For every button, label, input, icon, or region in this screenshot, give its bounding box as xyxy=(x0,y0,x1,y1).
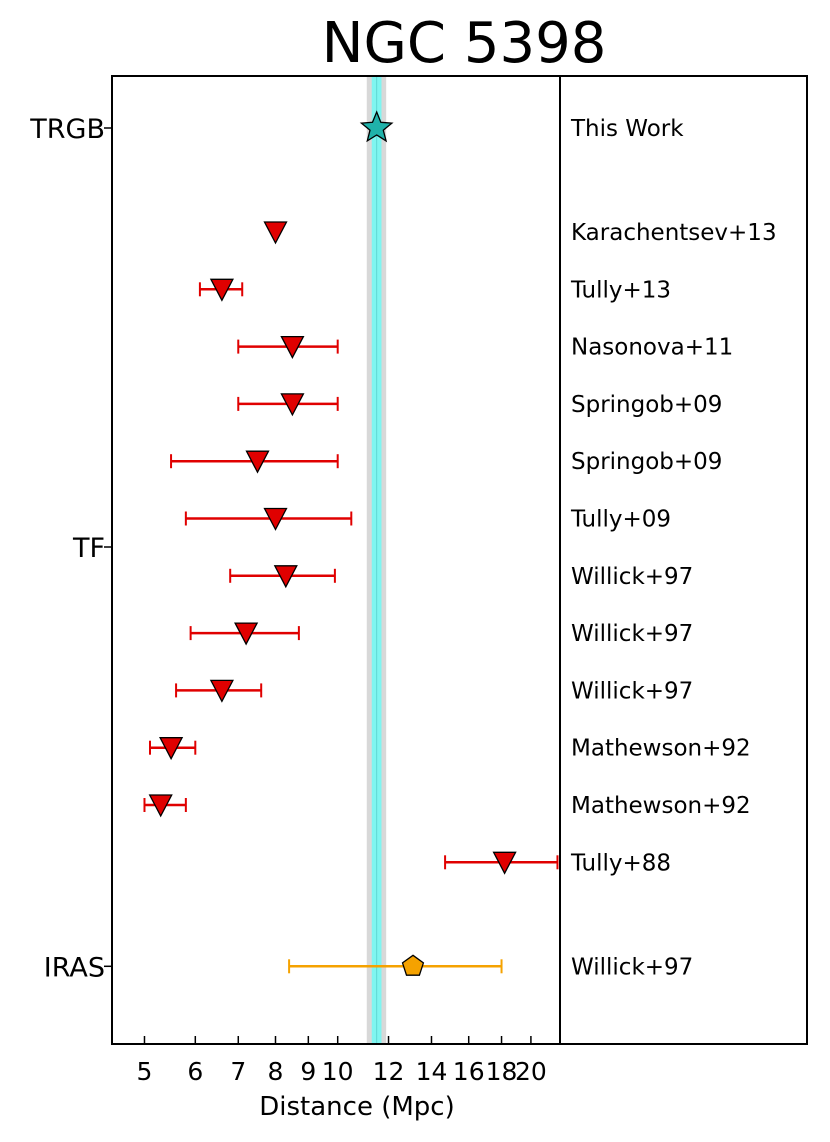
x-tick-label: 18 xyxy=(486,1057,518,1086)
category-label: IRAS xyxy=(44,952,105,983)
triangle-marker xyxy=(234,622,259,646)
x-tick-label: 14 xyxy=(416,1057,448,1086)
reference-label: Tully+88 xyxy=(570,850,671,876)
x-axis-label: Distance (Mpc) xyxy=(259,1092,454,1122)
plot-area-frame xyxy=(111,75,561,1045)
triangle-marker xyxy=(263,507,288,531)
pentagon-marker xyxy=(401,954,425,976)
triangle-marker xyxy=(159,737,184,761)
marker-group xyxy=(148,110,517,976)
triangle-marker xyxy=(209,278,234,302)
x-tick-label: 10 xyxy=(322,1057,354,1086)
x-tick-label: 8 xyxy=(268,1057,284,1086)
chart-title: NGC 5398 xyxy=(322,11,607,76)
star-marker xyxy=(359,110,394,143)
triangle-marker xyxy=(492,851,517,875)
triangle-marker xyxy=(280,335,305,360)
triangle-marker xyxy=(280,393,305,417)
x-tick-label: 20 xyxy=(515,1057,547,1086)
reference-label: Nasonova+11 xyxy=(571,335,733,361)
reference-label-group: This Work Karachentsev+13 Tully+13 Nasonova… xyxy=(570,116,777,980)
triangle-marker xyxy=(148,794,173,818)
x-tick-label: 16 xyxy=(453,1057,485,1086)
reference-label: Tully+13 xyxy=(570,277,671,303)
triangle-marker xyxy=(209,679,234,703)
x-tick-label: 7 xyxy=(230,1057,246,1086)
trgb-band-group xyxy=(366,76,387,1044)
reference-label: Mathewson+92 xyxy=(571,736,751,762)
x-tick-label: 12 xyxy=(373,1057,405,1086)
reference-label: Willick+97 xyxy=(571,564,693,590)
x-tick-label: 9 xyxy=(300,1057,316,1086)
triangle-marker xyxy=(273,565,298,589)
category-label: TRGB xyxy=(29,114,105,145)
reference-label: Springob+09 xyxy=(571,449,722,475)
reference-label: This Work xyxy=(570,116,684,142)
triangle-marker xyxy=(245,450,270,474)
errorbar-group xyxy=(143,282,559,974)
category-label: TF xyxy=(72,533,105,564)
reference-label: Karachentsev+13 xyxy=(571,220,777,246)
reference-label: Tully+09 xyxy=(570,507,671,533)
reference-label: Springob+09 xyxy=(571,392,722,418)
triangle-marker xyxy=(263,221,288,245)
category-label-group: TRGB TF IRAS xyxy=(29,114,112,983)
reference-label: Willick+97 xyxy=(571,621,693,647)
reference-label: Mathewson+92 xyxy=(571,793,751,819)
x-tick-label: 6 xyxy=(187,1057,203,1086)
x-tick-label: 5 xyxy=(137,1057,153,1086)
reference-label: Willick+97 xyxy=(571,678,693,704)
reference-label: Willick+97 xyxy=(571,954,693,980)
reference-panel-frame xyxy=(559,75,808,1045)
